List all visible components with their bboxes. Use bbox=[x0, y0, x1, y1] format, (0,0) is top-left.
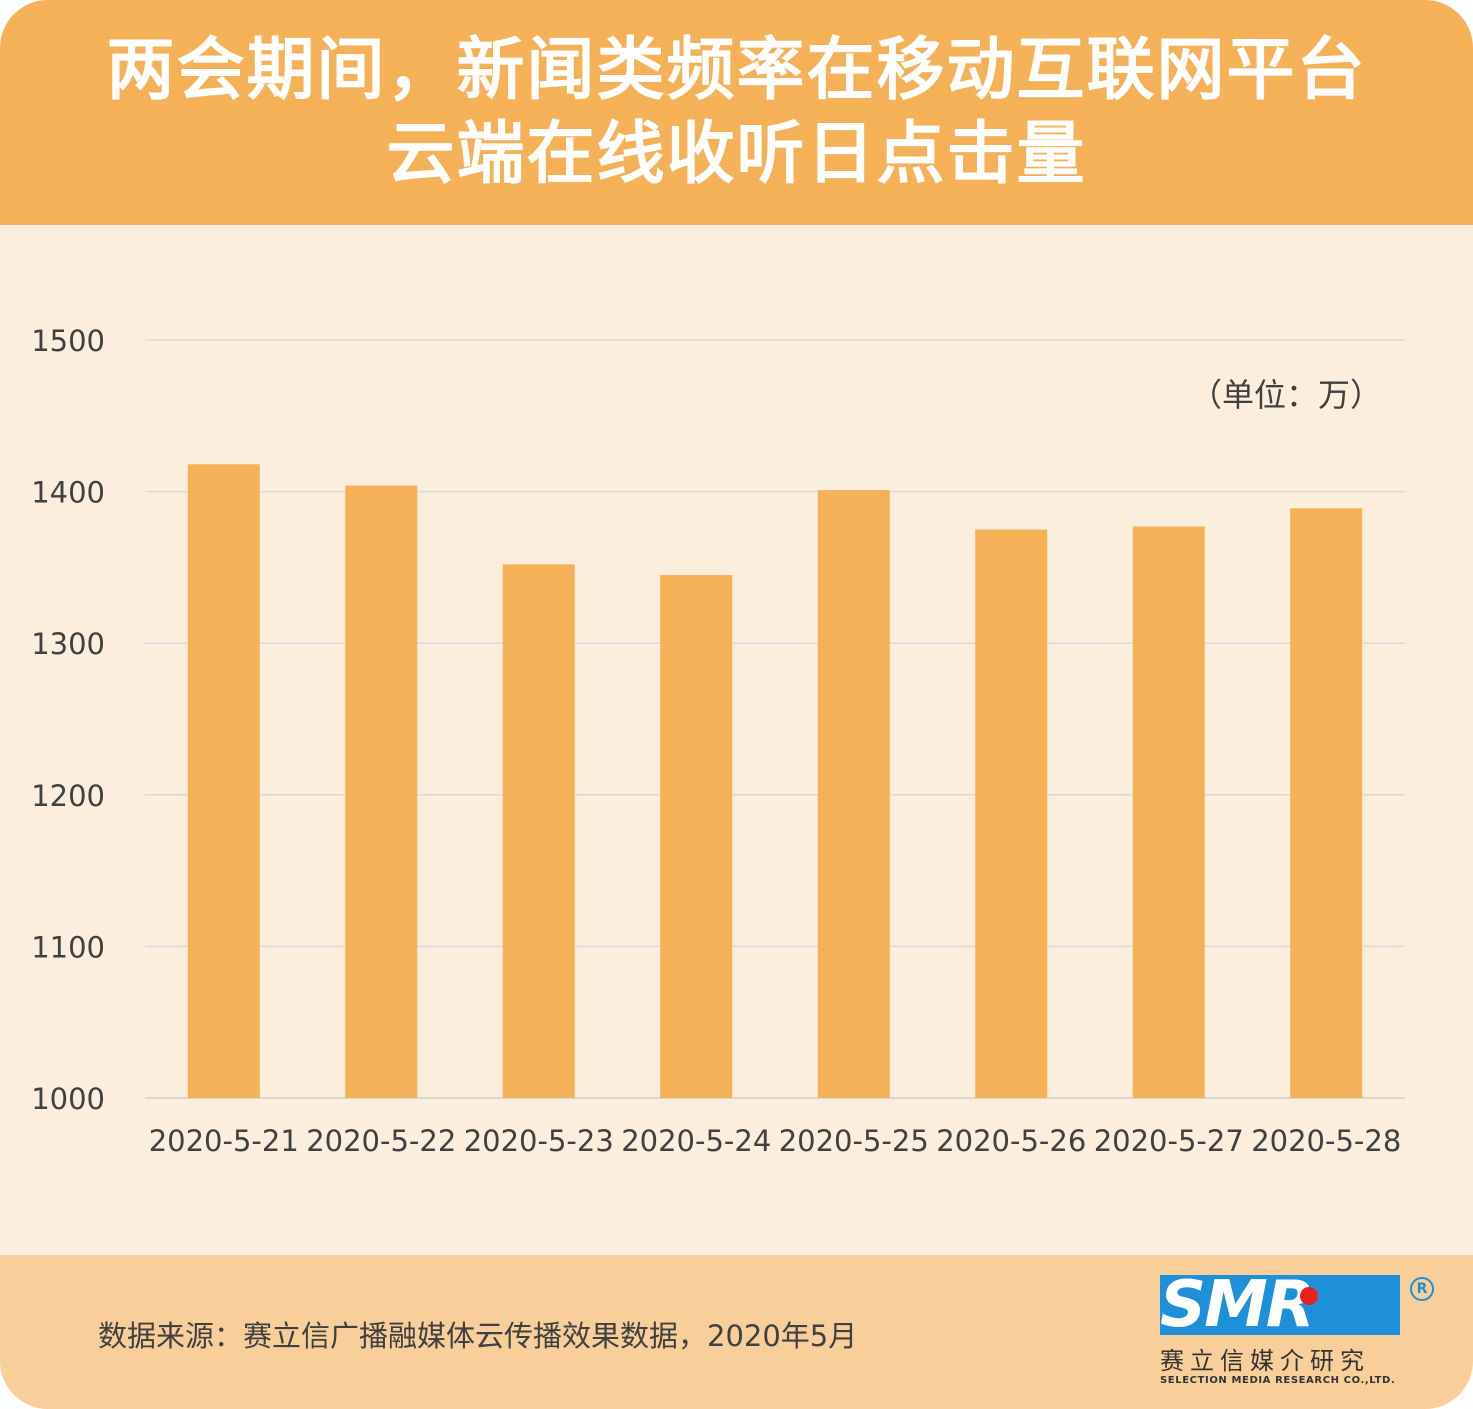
y-tick-label: 1200 bbox=[31, 779, 105, 813]
bar bbox=[1132, 526, 1205, 1098]
bar bbox=[1290, 508, 1363, 1098]
bar bbox=[187, 464, 260, 1098]
x-tick-label: 2020-5-21 bbox=[149, 1124, 299, 1158]
y-tick-label: 1500 bbox=[31, 324, 105, 358]
x-tick-label: 2020-5-22 bbox=[306, 1124, 456, 1158]
unit-label: （单位：万） bbox=[1190, 376, 1383, 414]
chart-area: 1000 1100 1200 1300 1400 1500 2020-5-21 2020-5-… bbox=[0, 225, 1473, 1255]
footer: 数据来源：赛立信广播融媒体云传播效果数据，2020年5月 SMR R 赛立信媒介… bbox=[0, 1255, 1473, 1409]
registered-mark-icon: R bbox=[1410, 1277, 1434, 1301]
logo-box bbox=[1160, 1275, 1400, 1335]
bar bbox=[817, 490, 890, 1099]
logo-company-cn: 赛立信媒介研究 bbox=[1160, 1347, 1370, 1375]
x-tick-label: 2020-5-25 bbox=[779, 1124, 929, 1158]
bar bbox=[660, 574, 733, 1098]
title-banner: 两会期间，新闻类频率在移动互联网平台 云端在线收听日点击量 bbox=[0, 0, 1473, 225]
logo-red-dot bbox=[1300, 1287, 1318, 1305]
data-source-text: 数据来源：赛立信广播融媒体云传播效果数据，2020年5月 bbox=[98, 1319, 858, 1353]
title-line-1: 两会期间，新闻类频率在移动互联网平台 bbox=[106, 30, 1367, 110]
bar bbox=[502, 564, 575, 1098]
x-tick-label: 2020-5-28 bbox=[1251, 1124, 1401, 1158]
bar bbox=[345, 485, 418, 1098]
x-tick-label: 2020-5-23 bbox=[464, 1124, 614, 1158]
bar bbox=[975, 529, 1048, 1098]
smr-logo: SMR R 赛立信媒介研究 SELECTION MEDIA RESEARCH C… bbox=[1160, 1271, 1450, 1400]
logo-letters: SMR bbox=[1160, 1268, 1315, 1342]
x-tick-label: 2020-5-27 bbox=[1094, 1124, 1244, 1158]
y-tick-label: 1100 bbox=[31, 930, 105, 964]
y-tick-label: 1300 bbox=[31, 627, 105, 661]
y-tick-label: 1400 bbox=[31, 476, 105, 510]
x-tick-label: 2020-5-24 bbox=[621, 1124, 771, 1158]
y-tick-label: 1000 bbox=[31, 1082, 105, 1116]
x-tick-label: 2020-5-26 bbox=[936, 1124, 1086, 1158]
title-line-2: 云端在线收听日点击量 bbox=[386, 114, 1087, 194]
logo-company-en: SELECTION MEDIA RESEARCH CO.,LTD. bbox=[1160, 1375, 1396, 1386]
